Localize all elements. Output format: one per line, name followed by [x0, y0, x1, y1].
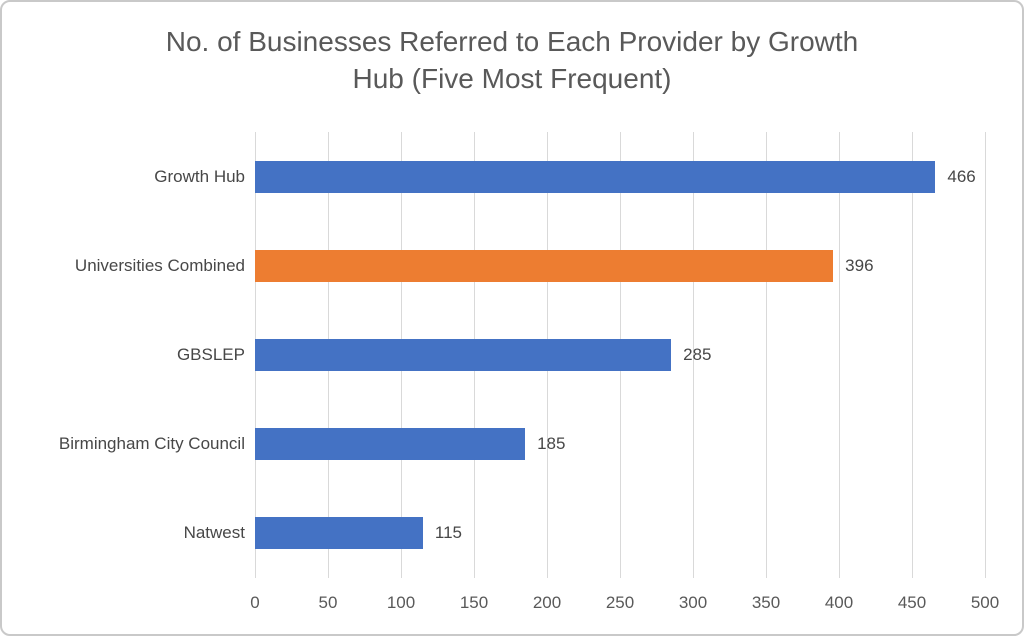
bar — [255, 428, 526, 461]
chart-title: No. of Businesses Referred to Each Provi… — [2, 23, 1022, 97]
x-tick-label: 100 — [386, 593, 416, 612]
category-axis: Growth Hub Universities Combined GBSLEP Bir… — [2, 132, 245, 578]
plot-area: 466 396 285 185 115 — [255, 132, 986, 578]
x-tick-label: 450 — [897, 593, 927, 612]
gridline — [912, 132, 913, 578]
x-tick-label: 250 — [605, 593, 635, 612]
x-tick-label: 400 — [824, 593, 854, 612]
data-label: 396 — [845, 255, 874, 275]
value-axis: 0 50 100 150 200 250 300 350 400 450 500 — [250, 592, 999, 614]
x-tick-label: 350 — [751, 593, 781, 612]
gridline — [766, 132, 767, 578]
x-tick-label: 150 — [459, 593, 489, 612]
category-label: Birmingham City Council — [58, 434, 245, 454]
bar — [255, 249, 834, 282]
x-tick-label: 0 — [250, 593, 260, 612]
x-tick-label: 200 — [532, 593, 562, 612]
category-label: GBSLEP — [176, 345, 245, 364]
x-tick-label: 50 — [318, 593, 338, 612]
gridline — [985, 132, 986, 578]
category-label: Natwest — [183, 523, 245, 543]
bar — [255, 339, 672, 371]
bar — [255, 517, 423, 550]
data-label: 466 — [947, 166, 976, 186]
data-label: 285 — [683, 345, 712, 364]
x-tick-label: 500 — [970, 593, 1000, 612]
data-label: 185 — [537, 434, 566, 454]
gridline — [693, 132, 694, 578]
bar — [255, 160, 936, 193]
data-label: 115 — [434, 523, 462, 543]
chart-title-line2: Hub (Five Most Frequent) — [352, 63, 672, 94]
category-label: Universities Combined — [74, 255, 245, 275]
category-label: Growth Hub — [154, 166, 245, 186]
x-tick-label: 300 — [678, 593, 708, 612]
chart-title-line1: No. of Businesses Referred to Each Provi… — [165, 26, 859, 57]
gridline — [839, 132, 840, 578]
